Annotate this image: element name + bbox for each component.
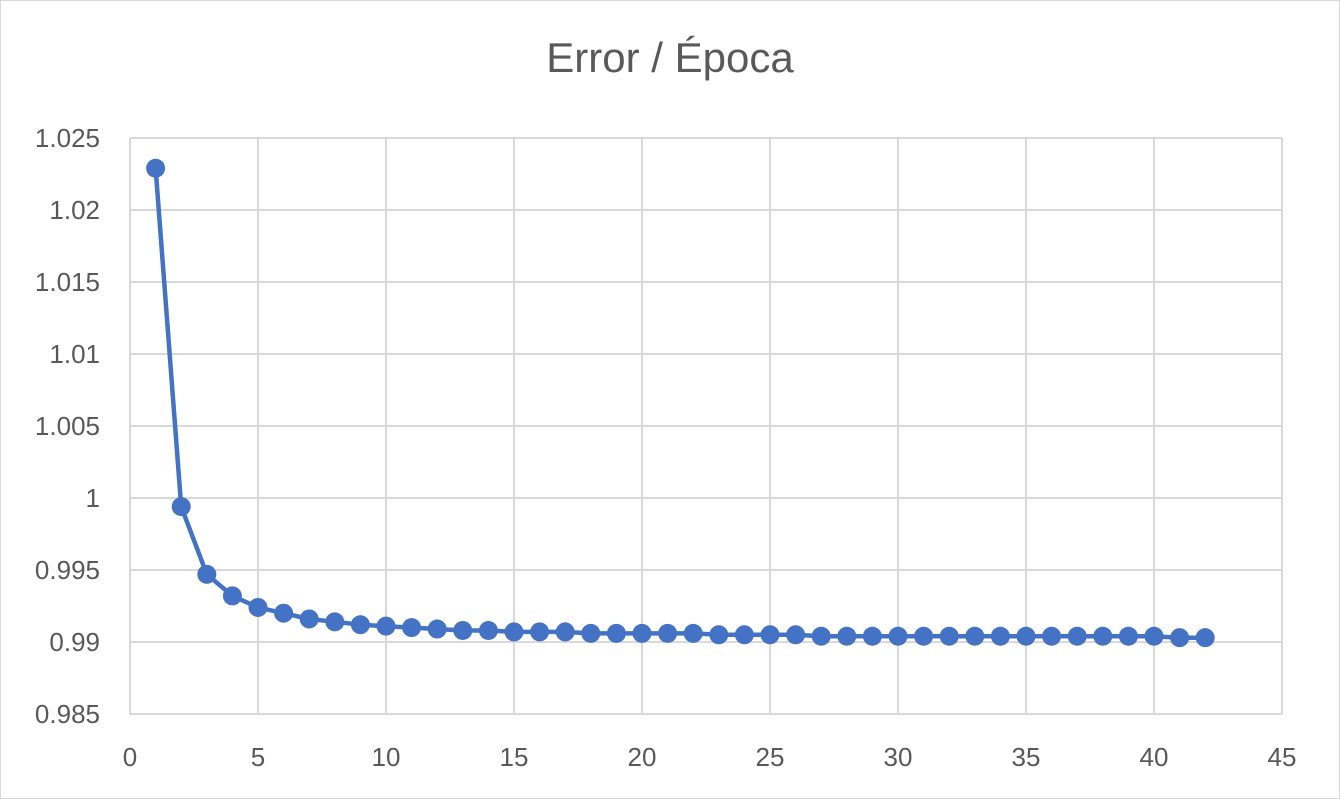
x-tick-label: 30 — [884, 742, 913, 772]
x-tick-label: 15 — [500, 742, 529, 772]
data-point — [1067, 626, 1087, 646]
data-point — [888, 626, 908, 646]
data-point — [350, 615, 370, 635]
x-tick-label: 10 — [372, 742, 401, 772]
data-point — [1170, 628, 1190, 648]
data-point — [914, 626, 934, 646]
data-point — [299, 609, 319, 629]
y-tick-label: 1.025 — [35, 123, 100, 153]
data-point — [402, 618, 422, 638]
data-point — [606, 623, 626, 643]
data-point — [811, 626, 831, 646]
data-point — [325, 612, 345, 632]
data-point — [837, 626, 857, 646]
data-point — [222, 586, 242, 606]
data-point — [658, 623, 678, 643]
data-point — [683, 623, 703, 643]
y-tick-label: 1.005 — [35, 411, 100, 441]
data-point — [709, 625, 729, 645]
data-point — [478, 620, 498, 640]
chart-title: Error / Época — [546, 34, 794, 81]
data-point — [965, 626, 985, 646]
data-point — [862, 626, 882, 646]
y-tick-label: 1 — [86, 483, 100, 513]
data-point — [1042, 626, 1062, 646]
data-point — [786, 625, 806, 645]
data-point — [453, 620, 473, 640]
data-point — [1118, 626, 1138, 646]
data-point — [581, 623, 601, 643]
tick-labels: 0.985 0.99 0.995 1 1.005 1.01 1.015 1.02 1.025 0 5… — [35, 123, 1297, 772]
y-tick-label: 1.015 — [35, 267, 100, 297]
data-point — [760, 625, 780, 645]
x-tick-label: 0 — [123, 742, 137, 772]
x-tick-label: 20 — [628, 742, 657, 772]
data-point — [1093, 626, 1113, 646]
data-point — [555, 622, 575, 642]
x-tick-label: 45 — [1268, 742, 1297, 772]
data-point — [146, 158, 166, 178]
data-point — [939, 626, 959, 646]
data-point — [1144, 626, 1164, 646]
series — [146, 158, 1215, 648]
data-point — [197, 564, 217, 584]
y-tick-label: 0.99 — [49, 627, 100, 657]
data-point — [734, 625, 754, 645]
data-point — [990, 626, 1010, 646]
data-point — [1195, 628, 1215, 648]
data-point — [376, 616, 396, 636]
y-tick-label: 1.01 — [49, 339, 100, 369]
data-point — [530, 622, 550, 642]
series-line — [153, 165, 1208, 640]
y-tick-label: 0.985 — [35, 699, 100, 729]
data-point — [274, 603, 294, 623]
x-tick-label: 35 — [1012, 742, 1041, 772]
gridlines — [129, 137, 1283, 715]
data-point — [171, 497, 191, 517]
x-tick-label: 40 — [1140, 742, 1169, 772]
y-tick-label: 0.995 — [35, 555, 100, 585]
x-tick-label: 5 — [251, 742, 265, 772]
data-point — [248, 597, 268, 617]
data-point — [427, 619, 447, 639]
data-point — [504, 622, 524, 642]
data-point — [1016, 626, 1036, 646]
data-point — [632, 623, 652, 643]
y-tick-label: 1.02 — [49, 195, 100, 225]
x-tick-label: 25 — [756, 742, 785, 772]
